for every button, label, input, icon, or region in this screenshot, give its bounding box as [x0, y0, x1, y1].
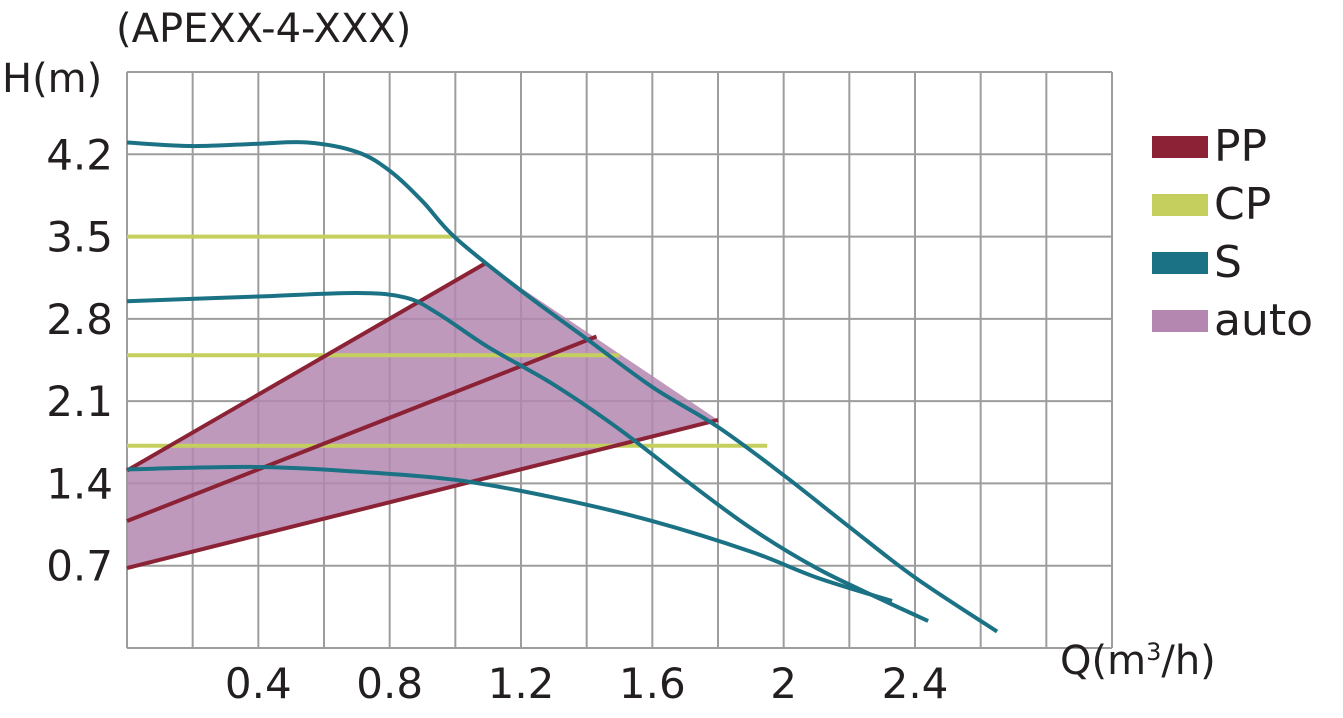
series-line-s-6: [126, 140, 999, 634]
legend-item-cp: CP: [1152, 176, 1313, 234]
y-tick-label: 2.1: [46, 377, 113, 426]
x-tick-label: 0.8: [356, 659, 423, 708]
series-line-pp-2: [126, 418, 719, 571]
legend-swatch-pp: [1152, 136, 1208, 158]
y-tick-label: 0.7: [46, 542, 113, 591]
auto-region: [127, 263, 718, 569]
x-tick-label: 1.2: [488, 659, 555, 708]
legend: PP CP S auto: [1152, 118, 1313, 350]
x-tick-label: 2: [770, 659, 797, 708]
y-tick-label: 1.4: [46, 459, 113, 508]
chart-title: (APEXX-4-XXX): [116, 6, 412, 52]
auto-region-layer: [127, 263, 718, 569]
legend-label-cp: CP: [1214, 179, 1272, 230]
legend-swatch-s: [1152, 252, 1208, 274]
grid-lines: [126, 71, 1113, 649]
x-axis-label-main: Q(m: [1060, 638, 1147, 684]
x-axis-label-tail: /h): [1161, 638, 1216, 684]
legend-item-auto: auto: [1152, 292, 1313, 350]
x-axis-label: Q(m3/h): [1060, 638, 1216, 684]
x-tick-label: 1.6: [619, 659, 686, 708]
x-tick-label: 2.4: [882, 659, 949, 708]
x-tick-labels: 0.4 0.8 1.2 1.6 2 2.4: [225, 659, 948, 708]
legend-label-auto: auto: [1214, 295, 1314, 346]
legend-label-s: S: [1214, 237, 1242, 288]
series-line-s-7: [126, 290, 929, 623]
series-line-pp-0: [125, 261, 486, 473]
y-axis-label: H(m): [2, 56, 103, 102]
legend-swatch-auto: [1152, 310, 1208, 332]
x-axis-label-superscript: 3: [1146, 638, 1162, 666]
y-tick-label: 4.2: [46, 130, 113, 179]
series-line-s-8: [126, 464, 893, 603]
series-lines: [125, 140, 999, 634]
y-tick-labels: 0.7 1.4 2.1 2.8 3.5 4.2: [46, 130, 113, 590]
legend-label-pp: PP: [1214, 121, 1268, 172]
legend-swatch-cp: [1152, 194, 1208, 216]
series-line-pp-1: [126, 334, 598, 523]
legend-item-pp: PP: [1152, 118, 1313, 176]
y-tick-label: 3.5: [46, 213, 113, 262]
y-tick-label: 2.8: [46, 295, 113, 344]
x-tick-label: 0.4: [225, 659, 292, 708]
legend-item-s: S: [1152, 234, 1313, 292]
